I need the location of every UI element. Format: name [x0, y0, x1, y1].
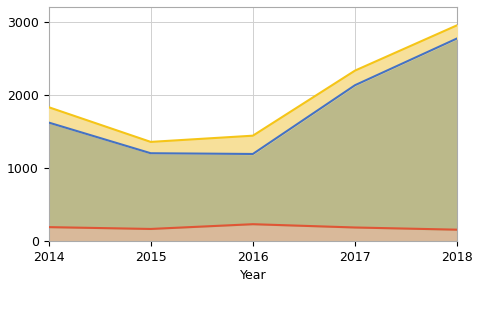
- X-axis label: Year: Year: [240, 269, 266, 282]
